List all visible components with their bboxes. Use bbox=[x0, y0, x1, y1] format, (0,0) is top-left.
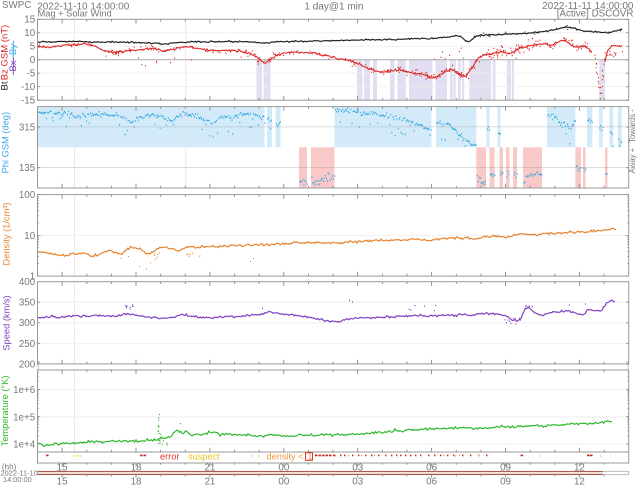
svg-text:-Bx-: -Bx- bbox=[8, 57, 19, 74]
svg-text:Away +: Away + bbox=[628, 147, 637, 173]
svg-text:21: 21 bbox=[204, 463, 215, 474]
svg-text:12: 12 bbox=[574, 463, 585, 474]
svg-text:Phi GSM (deg): Phi GSM (deg) bbox=[0, 112, 10, 173]
svg-text:1e+5: 1e+5 bbox=[13, 412, 36, 423]
svg-text:18: 18 bbox=[131, 463, 142, 474]
svg-text:Temperature (°K): Temperature (°K) bbox=[0, 376, 10, 447]
svg-text:1: 1 bbox=[308, 451, 313, 461]
svg-text:2022-11-10: 2022-11-10 bbox=[1, 469, 38, 478]
svg-text:2022-11-10 14:00:00: 2022-11-10 14:00:00 bbox=[37, 1, 130, 12]
svg-text:03: 03 bbox=[352, 477, 363, 485]
svg-text:100: 100 bbox=[19, 190, 36, 201]
svg-text:density <: density < bbox=[267, 451, 304, 461]
svg-text:00: 00 bbox=[278, 463, 289, 474]
svg-text:00: 00 bbox=[278, 477, 289, 485]
svg-text:5: 5 bbox=[30, 42, 36, 53]
svg-text:10: 10 bbox=[24, 28, 35, 39]
svg-text:12: 12 bbox=[574, 477, 585, 485]
svg-text:315: 315 bbox=[19, 122, 36, 133]
svg-text:Bz GSM (nT): Bz GSM (nT) bbox=[0, 25, 11, 80]
svg-text:0: 0 bbox=[30, 55, 36, 66]
svg-text:1 day@1 min: 1 day@1 min bbox=[304, 1, 363, 12]
svg-text:suspect: suspect bbox=[188, 451, 220, 461]
svg-text:SWPC: SWPC bbox=[2, 0, 31, 11]
svg-text:(hh): (hh) bbox=[2, 463, 17, 472]
svg-text:06: 06 bbox=[426, 463, 437, 474]
svg-text:03: 03 bbox=[352, 463, 363, 474]
svg-text:400: 400 bbox=[19, 277, 36, 288]
svg-text:200: 200 bbox=[19, 359, 36, 370]
svg-text:14:00:00: 14:00:00 bbox=[3, 475, 32, 484]
svg-text:09: 09 bbox=[500, 477, 511, 485]
svg-text:Density (1/cm³): Density (1/cm³) bbox=[2, 202, 12, 265]
svg-text:1: 1 bbox=[30, 272, 35, 283]
svg-text:-By-: -By- bbox=[8, 41, 19, 58]
svg-text:2022-11-11 14:00:00: 2022-11-11 14:00:00 bbox=[542, 1, 634, 12]
svg-text:18: 18 bbox=[131, 477, 142, 485]
svg-text:21: 21 bbox=[204, 477, 215, 485]
svg-text:-10: -10 bbox=[21, 82, 36, 93]
svg-text:15: 15 bbox=[57, 463, 68, 474]
svg-text:10: 10 bbox=[24, 231, 35, 242]
svg-text:Mag + Solar Wind: Mag + Solar Wind bbox=[38, 9, 112, 19]
svg-text:300: 300 bbox=[19, 318, 36, 329]
svg-text:1e+6: 1e+6 bbox=[13, 385, 36, 396]
svg-text:1e+4: 1e+4 bbox=[13, 439, 36, 450]
svg-text:Speed (km/s): Speed (km/s) bbox=[2, 295, 12, 350]
svg-text:Towards -: Towards - bbox=[628, 109, 637, 143]
svg-text:-15: -15 bbox=[21, 96, 36, 107]
svg-text:error: error bbox=[160, 451, 179, 461]
svg-text:350: 350 bbox=[19, 298, 36, 309]
svg-text:Bt: Bt bbox=[0, 81, 11, 90]
svg-text:15: 15 bbox=[24, 15, 35, 26]
svg-text:250: 250 bbox=[19, 339, 36, 350]
svg-text:15: 15 bbox=[57, 477, 68, 485]
svg-text:-5: -5 bbox=[26, 69, 35, 80]
svg-text:135: 135 bbox=[19, 163, 36, 174]
svg-text:06: 06 bbox=[426, 477, 437, 485]
svg-text:[Active] DSCOVR: [Active] DSCOVR bbox=[557, 9, 634, 20]
svg-text:09: 09 bbox=[500, 463, 511, 474]
